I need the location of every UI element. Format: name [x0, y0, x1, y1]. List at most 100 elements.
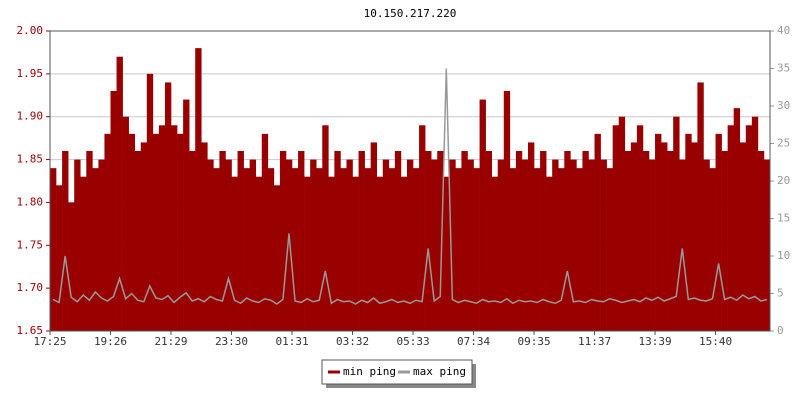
area-bar	[328, 176, 335, 331]
area-bar	[443, 176, 450, 331]
area-bar	[679, 159, 686, 331]
area-bar	[171, 125, 178, 332]
legend-label: max ping	[413, 365, 466, 378]
area-bar	[237, 151, 244, 331]
area-bar	[116, 56, 123, 331]
y2-tick-label: 25	[777, 137, 790, 150]
area-bar	[164, 82, 172, 331]
area-bar	[503, 91, 511, 331]
area-bar	[491, 176, 499, 331]
area-bar	[340, 168, 347, 331]
y2-tick-label: 0	[777, 324, 784, 337]
x-tick-label: 21:29	[154, 335, 187, 348]
y-tick-label: 1.70	[17, 281, 44, 294]
area-bar	[419, 125, 426, 332]
x-tick-label: 01:31	[275, 335, 308, 348]
y-tick-label: 1.90	[17, 110, 44, 123]
area-bar	[763, 159, 771, 331]
area-bar	[461, 151, 468, 331]
area-bar	[606, 168, 613, 331]
area-bar	[298, 151, 305, 331]
area-bar	[183, 99, 190, 331]
area-bar	[624, 151, 632, 331]
area-bar	[570, 159, 577, 331]
area-bar	[479, 99, 486, 331]
area-bar	[564, 151, 571, 331]
area-bar	[92, 168, 99, 331]
area-bar	[304, 176, 311, 331]
area-bar	[189, 151, 196, 331]
y-tick-label: 2.00	[17, 24, 44, 37]
y-tick-label: 1.65	[17, 324, 44, 337]
area-bar	[612, 125, 620, 332]
area-bar	[261, 133, 269, 331]
x-tick-label: 11:37	[578, 335, 611, 348]
area-bar	[310, 159, 317, 331]
area-bar	[552, 159, 559, 331]
area-bar	[515, 151, 523, 331]
area-bar	[527, 142, 535, 331]
area-bar	[225, 159, 232, 331]
area-bar	[618, 116, 626, 331]
x-tick-label: 03:32	[336, 335, 369, 348]
area-bar	[86, 151, 93, 331]
area-bar	[110, 91, 117, 331]
area-bar	[140, 142, 148, 331]
area-bar	[50, 168, 57, 331]
area-bar	[485, 151, 492, 331]
area-bar	[255, 176, 263, 331]
x-tick-label: 09:35	[517, 335, 550, 348]
area-bar	[673, 116, 680, 331]
area-bar	[376, 176, 384, 331]
area-bar	[316, 168, 323, 331]
area-bar	[134, 151, 142, 331]
y2-tick-label: 5	[777, 287, 784, 300]
area-bar	[636, 125, 644, 332]
line	[52, 68, 768, 305]
y2-tick-label: 15	[777, 212, 790, 225]
area-bar	[177, 133, 184, 331]
area-bar	[195, 48, 202, 332]
y2-tick-label: 10	[777, 249, 790, 262]
area-bar	[382, 159, 390, 331]
area-bar	[413, 168, 420, 331]
area-bar	[721, 151, 728, 331]
area-bar	[709, 168, 716, 331]
area-bar	[74, 159, 81, 331]
area-bar	[146, 73, 154, 331]
area-bar	[534, 168, 541, 331]
area-bar	[80, 176, 87, 331]
area-bar	[558, 168, 565, 331]
area-bar	[521, 159, 529, 331]
area-bar	[757, 151, 765, 331]
x-tick-label: 23:30	[215, 335, 248, 348]
y-tick-label: 1.75	[17, 238, 44, 251]
area-bar	[122, 116, 129, 331]
area-bar	[394, 151, 402, 331]
y2-tick-label: 40	[777, 24, 790, 37]
area-bar	[540, 151, 547, 331]
x-tick-label: 15:40	[699, 335, 732, 348]
area-bar	[727, 125, 734, 332]
x-tick-label: 17:25	[33, 335, 66, 348]
y2-tick-label: 30	[777, 99, 790, 112]
area-bar	[346, 159, 353, 331]
area-bar	[642, 151, 650, 331]
area-bar	[467, 159, 474, 331]
area-bar	[594, 133, 601, 331]
area-bar	[62, 151, 69, 331]
area-bar	[128, 133, 136, 331]
area-bar	[219, 151, 226, 331]
area-bar	[364, 168, 371, 331]
area-bar	[152, 133, 160, 331]
area-bar	[661, 142, 668, 331]
area-bar	[739, 142, 747, 331]
area-bar	[473, 168, 480, 331]
area-bar	[703, 159, 710, 331]
area-bar	[352, 176, 359, 331]
area-bar	[104, 133, 111, 331]
area-bar	[497, 159, 505, 331]
area-bar	[576, 168, 583, 331]
area-bar	[68, 202, 75, 331]
